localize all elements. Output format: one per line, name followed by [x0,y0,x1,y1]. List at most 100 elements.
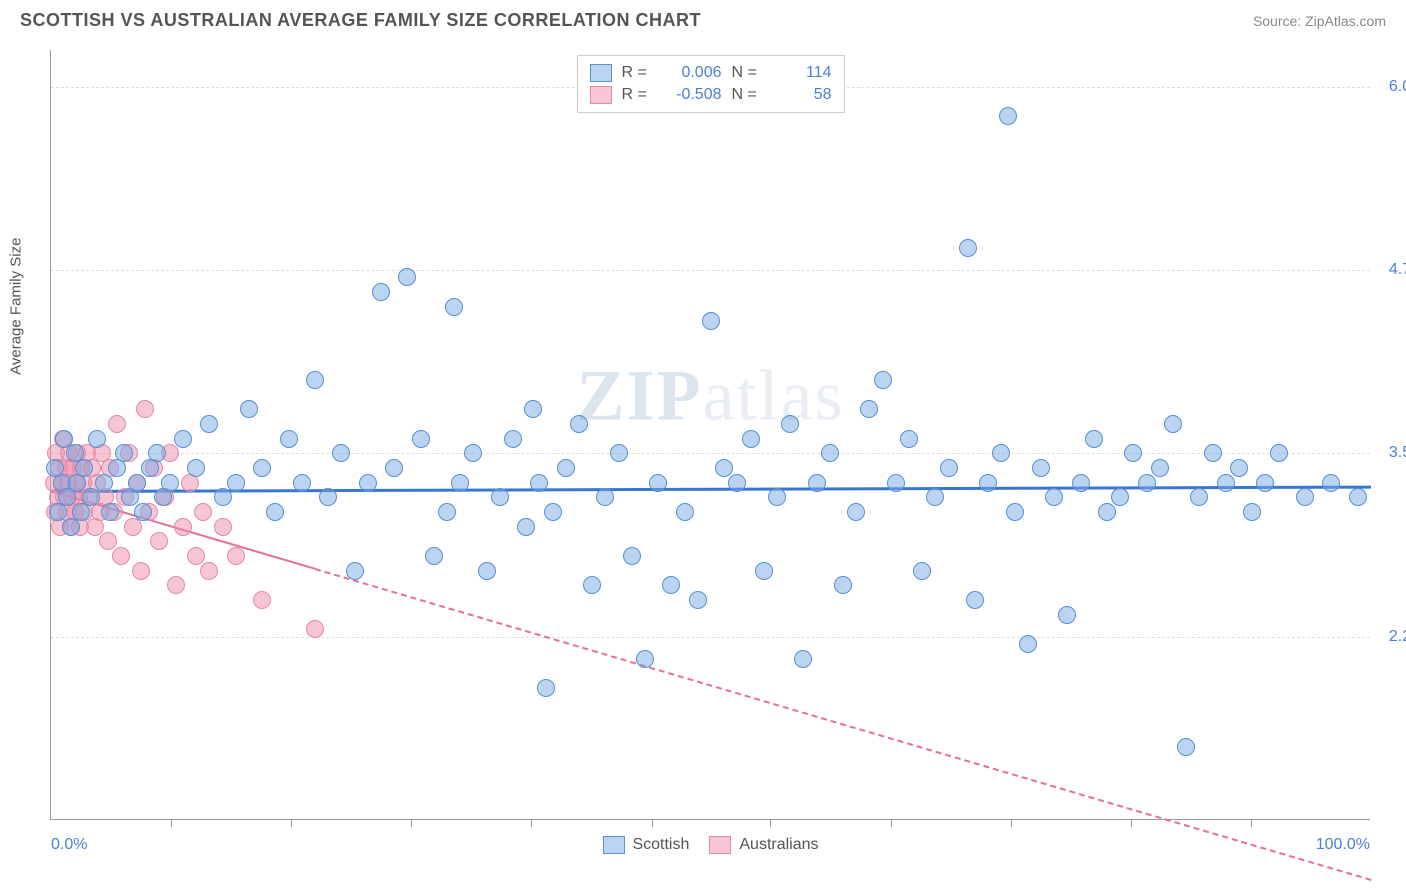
legend-n-value: 58 [772,86,832,104]
scottish-point [755,562,773,580]
australian-point [112,547,130,565]
australian-point [306,620,324,638]
x-tick [770,819,771,827]
scottish-point [95,474,113,492]
scottish-point [425,547,443,565]
scottish-point [1111,488,1129,506]
scottish-point [115,444,133,462]
scottish-point [1032,459,1050,477]
scottish-point [319,488,337,506]
scottish-point [557,459,575,477]
scottish-point [280,430,298,448]
scottish-point [1019,635,1037,653]
scottish-point [979,474,997,492]
scottish-point [1256,474,1274,492]
scottish-point [1349,488,1367,506]
legend-n-label: N = [732,64,762,82]
australian-point [227,547,245,565]
legend-r-value: -0.508 [662,86,722,104]
scottish-point [148,444,166,462]
x-axis-min: 0.0% [51,836,87,854]
scottish-point [1058,606,1076,624]
scottish-point [537,679,555,697]
scottish-point [372,283,390,301]
scottish-point [1085,430,1103,448]
scottish-point [676,503,694,521]
legend-r-value: 0.006 [662,64,722,82]
australian-point [187,547,205,565]
scottish-point [1164,415,1182,433]
legend-label: Scottish [632,836,689,854]
trend-line [315,568,1372,881]
legend-swatch [709,836,731,854]
legend-r-label: R = [622,64,652,82]
scottish-point [583,576,601,594]
scottish-point [959,239,977,257]
scottish-point [900,430,918,448]
scottish-point [874,371,892,389]
scottish-point [834,576,852,594]
scottish-point [293,474,311,492]
scottish-point [451,474,469,492]
scottish-point [649,474,667,492]
scottish-point [715,459,733,477]
scottish-point [359,474,377,492]
scottish-point [504,430,522,448]
australian-point [200,562,218,580]
scottish-point [491,488,509,506]
legend-n-label: N = [732,86,762,104]
y-tick-label: 6.00 [1389,78,1406,96]
scottish-point [266,503,284,521]
x-tick [171,819,172,827]
scottish-point [306,371,324,389]
australian-point [214,518,232,536]
scottish-point [88,430,106,448]
x-tick [652,819,653,827]
scottish-point [1230,459,1248,477]
australian-point [136,400,154,418]
australian-point [99,532,117,550]
y-axis-label: Average Family Size [8,237,25,374]
gridline [51,453,1370,454]
series-legend: Scottish Australians [602,836,818,854]
scottish-point [1177,738,1195,756]
scottish-point [992,444,1010,462]
scottish-point [999,107,1017,125]
y-tick-label: 4.75 [1389,261,1406,279]
gridline [51,270,1370,271]
scottish-point [1243,503,1261,521]
australian-point [167,576,185,594]
australian-point [253,591,271,609]
legend-n-value: 114 [772,64,832,82]
scottish-point [1322,474,1340,492]
legend-swatch [590,64,612,82]
scottish-point [464,444,482,462]
scottish-point [346,562,364,580]
gridline [51,637,1370,638]
scottish-point [200,415,218,433]
scottish-point [134,503,152,521]
scottish-point [227,474,245,492]
chart-title: SCOTTISH VS AUSTRALIAN AVERAGE FAMILY SI… [20,10,701,31]
legend-row: R = 0.006 N = 114 [590,62,832,84]
scottish-point [75,459,93,477]
scottish-point [847,503,865,521]
scottish-point [781,415,799,433]
scottish-point [662,576,680,594]
scottish-point [544,503,562,521]
legend-label: Australians [739,836,818,854]
scottish-point [1098,503,1116,521]
scottish-point [1124,444,1142,462]
scottish-point [1190,488,1208,506]
scottish-point [1138,474,1156,492]
scottish-point [517,518,535,536]
scottish-point [966,591,984,609]
scottish-point [332,444,350,462]
x-tick [1011,819,1012,827]
scottish-point [214,488,232,506]
scottish-point [913,562,931,580]
x-tick [411,819,412,827]
scottish-point [940,459,958,477]
scottish-point [689,591,707,609]
scottish-point [636,650,654,668]
